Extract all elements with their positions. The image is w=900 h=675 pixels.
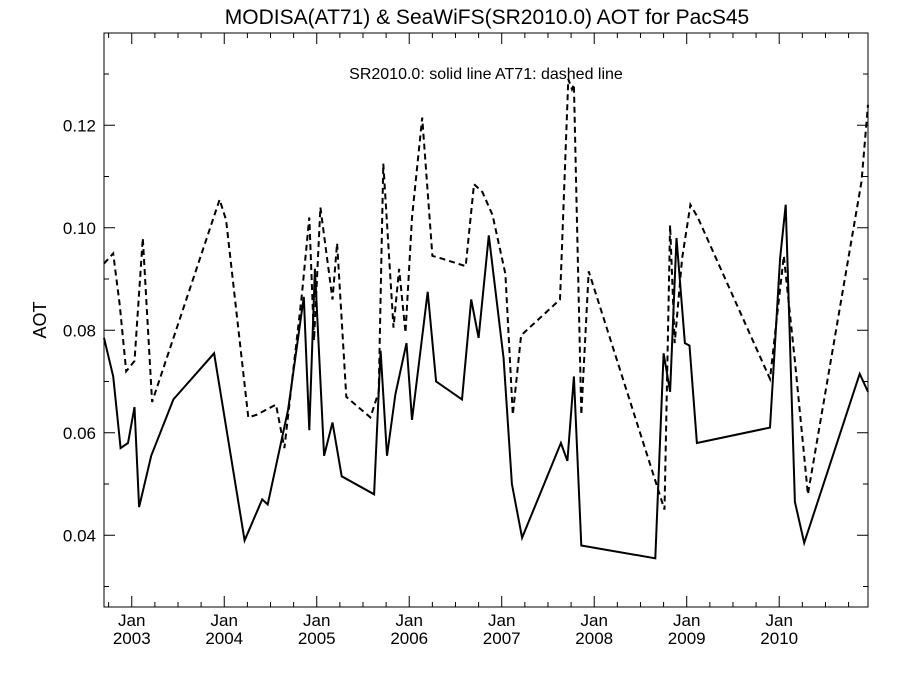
x-tick-month-label: Jan xyxy=(118,611,145,630)
x-tick-month-label: Jan xyxy=(396,611,423,630)
chart-title: MODISA(AT71) & SeaWiFS(SR2010.0) AOT for… xyxy=(225,6,749,29)
axis-ticks xyxy=(104,33,868,607)
y-tick-label: 0.06 xyxy=(63,424,96,443)
x-tick-month-label: Jan xyxy=(488,611,515,630)
legend-text: SR2010.0: solid line AT71: dashed line xyxy=(349,66,623,83)
y-tick-labels: 0.04 0.06 0.08 0.10 0.12 xyxy=(63,116,96,545)
x-tick-year-label: 2004 xyxy=(205,629,243,648)
y-tick-label: 0.04 xyxy=(63,526,96,545)
x-tick-year-label: 2005 xyxy=(298,629,336,648)
y-tick-label: 0.12 xyxy=(63,116,96,135)
plot-frame xyxy=(103,32,869,608)
x-tick-year-label: 2008 xyxy=(575,629,613,648)
y-axis-label: AOT xyxy=(30,301,50,338)
x-tick-month-label: Jan xyxy=(673,611,700,630)
x-tick-year-label: 2010 xyxy=(760,629,798,648)
series-lines xyxy=(103,78,869,560)
x-tick-month-label: Jan xyxy=(765,611,792,630)
x-tick-month-label: Jan xyxy=(303,611,330,630)
x-tick-year-label: 2007 xyxy=(483,629,521,648)
x-tick-year-label: 2006 xyxy=(390,629,428,648)
y-tick-label: 0.10 xyxy=(63,219,96,238)
x-tick-year-label: 2009 xyxy=(668,629,706,648)
x-tick-labels: Jan2003Jan2004Jan2005Jan2006Jan2007Jan20… xyxy=(113,611,798,648)
y-tick-label: 0.08 xyxy=(63,321,96,340)
x-tick-month-label: Jan xyxy=(211,611,238,630)
series-line-sr2010-0 xyxy=(103,204,869,560)
x-tick-year-label: 2003 xyxy=(113,629,151,648)
series-line-at71 xyxy=(103,78,869,510)
x-tick-month-label: Jan xyxy=(581,611,608,630)
